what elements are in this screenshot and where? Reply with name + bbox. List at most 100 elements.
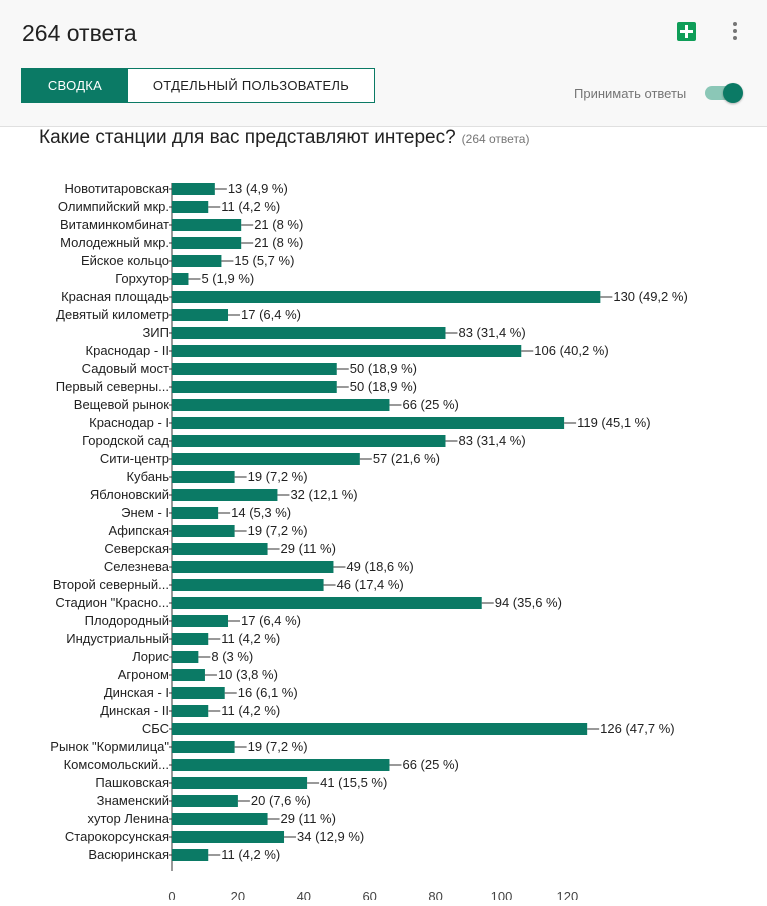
- data-label: 20 (7,6 %): [251, 793, 311, 808]
- category-label: Лорис: [132, 649, 169, 664]
- data-label: 66 (25 %): [402, 757, 458, 772]
- bar: [172, 669, 205, 681]
- bar: [172, 327, 446, 339]
- x-tick-label: 60: [362, 889, 376, 900]
- x-tick-label: 100: [491, 889, 513, 900]
- bar: [172, 255, 222, 267]
- data-label: 11 (4,2 %): [221, 847, 280, 862]
- data-label: 34 (12,9 %): [297, 829, 364, 844]
- view-tabs: СВОДКА ОТДЕЛЬНЫЙ ПОЛЬЗОВАТЕЛЬ: [21, 68, 375, 103]
- category-label: Первый северны...: [56, 379, 169, 394]
- bar: [172, 831, 285, 843]
- category-label: Витаминкомбинат: [60, 217, 169, 232]
- bar: [172, 849, 209, 861]
- question-text: Какие станции для вас представляют интер…: [39, 127, 456, 148]
- more-dot: [733, 22, 737, 26]
- category-label: хутор Ленина: [88, 811, 170, 826]
- bar: [172, 525, 235, 537]
- category-label: Стадион "Красно...: [55, 595, 169, 610]
- category-label: Старокорсунская: [65, 829, 169, 844]
- category-label: Динская - II: [100, 703, 169, 718]
- bar: [172, 777, 308, 789]
- category-label: Новотитаровская: [64, 181, 169, 196]
- x-tick-label: 40: [297, 889, 311, 900]
- bar: [172, 687, 225, 699]
- data-label: 119 (45,1 %): [577, 415, 650, 430]
- bar: [172, 309, 229, 321]
- data-label: 126 (47,7 %): [600, 721, 674, 736]
- bar: [172, 183, 215, 195]
- data-label: 106 (40,2 %): [534, 343, 608, 358]
- bar: [172, 615, 229, 627]
- category-label: Вещевой рынок: [74, 397, 170, 412]
- bar: [172, 363, 337, 375]
- data-label: 32 (12,1 %): [290, 487, 357, 502]
- category-label: Рынок "Кормилица": [50, 739, 169, 754]
- tab-summary[interactable]: СВОДКА: [22, 69, 128, 102]
- bar: [172, 579, 324, 591]
- category-label: Девятый километр: [56, 307, 169, 322]
- data-label: 83 (31,4 %): [458, 325, 525, 340]
- question-title: Какие станции для вас представляют интер…: [39, 127, 529, 149]
- category-label: Краснодар - I: [89, 415, 169, 430]
- bar: [172, 705, 209, 717]
- bar: [172, 291, 601, 303]
- data-label: 11 (4,2 %): [221, 631, 280, 646]
- x-tick-label: 20: [231, 889, 245, 900]
- category-label: Кубань: [126, 469, 169, 484]
- bar-chart: Новотитаровская 13 (4,9 %) Олимпийский мкр…: [50, 181, 688, 900]
- data-label: 13 (4,9 %): [228, 181, 288, 196]
- category-label: Второй северный...: [53, 577, 169, 592]
- data-label: 11 (4,2 %): [221, 199, 280, 214]
- category-label: Горхутор: [115, 271, 169, 286]
- data-label: 50 (18,9 %): [350, 379, 417, 394]
- category-label: Городской сад: [82, 433, 169, 448]
- bar: [172, 489, 278, 501]
- data-label: 17 (6,4 %): [241, 307, 301, 322]
- bar: [172, 723, 588, 735]
- sheets-add-icon[interactable]: [677, 22, 696, 41]
- bar: [172, 417, 565, 429]
- category-label: ЗИП: [142, 325, 169, 340]
- responses-header: 264 ответа СВОДКА ОТДЕЛЬНЫЙ ПОЛЬЗОВАТЕЛЬ…: [0, 0, 767, 127]
- data-label: 21 (8 %): [254, 217, 303, 232]
- accept-responses-toggle[interactable]: [705, 83, 743, 103]
- data-label: 130 (49,2 %): [613, 289, 687, 304]
- bar: [172, 543, 268, 555]
- category-label: Олимпийский мкр.: [58, 199, 169, 214]
- category-label: Садовый мост: [82, 361, 169, 376]
- bar: [172, 381, 337, 393]
- bar: [172, 561, 334, 573]
- category-label: Знаменский: [97, 793, 169, 808]
- category-label: Красная площадь: [61, 289, 169, 304]
- data-label: 21 (8 %): [254, 235, 303, 250]
- category-label: Агроном: [118, 667, 169, 682]
- data-label: 10 (3,8 %): [218, 667, 278, 682]
- bar: [172, 435, 446, 447]
- x-tick-label: 80: [428, 889, 442, 900]
- bar: [172, 219, 242, 231]
- bar: [172, 813, 268, 825]
- data-label: 11 (4,2 %): [221, 703, 280, 718]
- category-label: Индустриальный: [66, 631, 169, 646]
- accept-responses-label: Принимать ответы: [574, 86, 687, 101]
- data-label: 57 (21,6 %): [373, 451, 440, 466]
- bar: [172, 237, 242, 249]
- data-label: 50 (18,9 %): [350, 361, 417, 376]
- category-label: СБС: [142, 721, 169, 736]
- data-label: 49 (18,6 %): [346, 559, 413, 574]
- bar: [172, 453, 360, 465]
- bar: [172, 471, 235, 483]
- data-label: 83 (31,4 %): [458, 433, 525, 448]
- bar: [172, 651, 199, 663]
- more-vert-icon[interactable]: [727, 20, 743, 42]
- bar: [172, 795, 238, 807]
- data-label: 94 (35,6 %): [495, 595, 562, 610]
- tab-individual-user[interactable]: ОТДЕЛЬНЫЙ ПОЛЬЗОВАТЕЛЬ: [128, 69, 374, 102]
- data-label: 14 (5,3 %): [231, 505, 291, 520]
- category-label: Динская - I: [104, 685, 169, 700]
- category-label: Краснодар - II: [86, 343, 169, 358]
- category-label: Селезнева: [104, 559, 170, 574]
- category-label: Васюринская: [88, 847, 169, 862]
- bar: [172, 597, 482, 609]
